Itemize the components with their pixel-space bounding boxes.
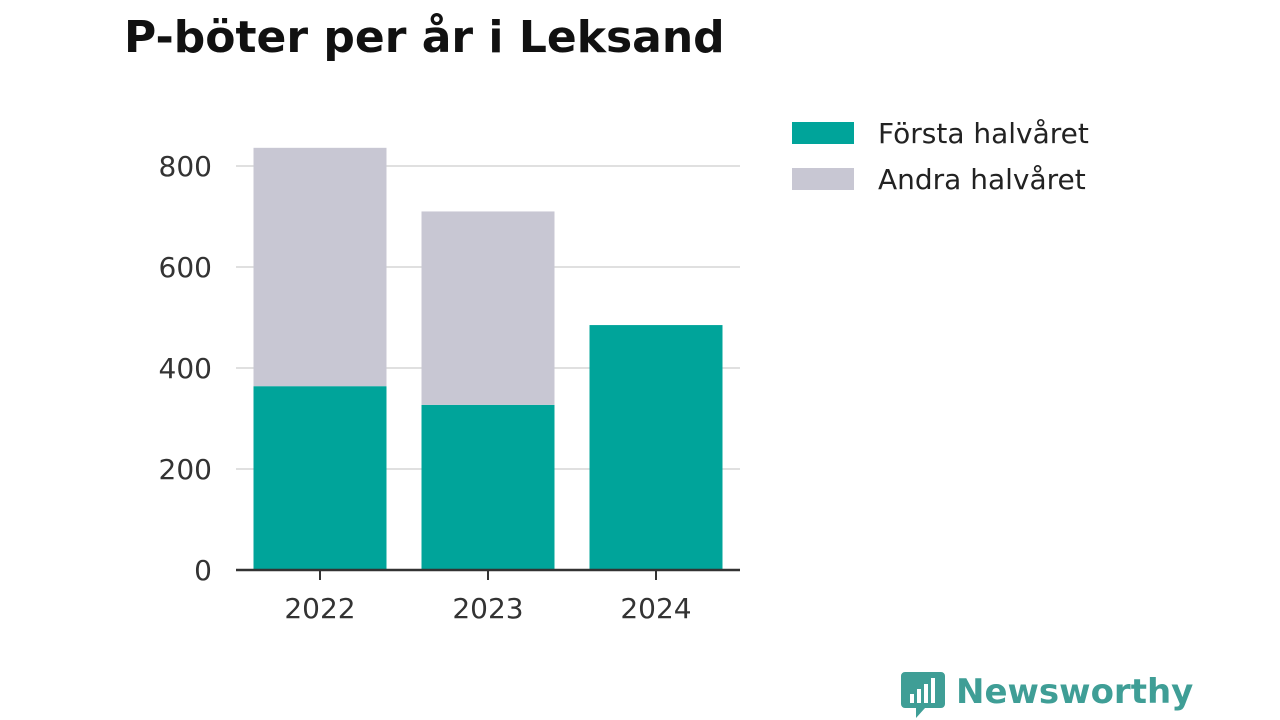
bar-2022-forsta xyxy=(253,386,387,570)
brand-logo: Newsworthy xyxy=(901,672,1193,718)
newsworthy-logo-icon xyxy=(901,672,945,718)
y-tick-label: 200 xyxy=(159,453,212,486)
brand-name: Newsworthy xyxy=(956,672,1193,712)
axes: 0 200 400 600 800 2022 2023 2024 xyxy=(159,150,740,625)
chart-title: P-böter per år i Leksand xyxy=(124,12,725,63)
legend-swatch-andra xyxy=(792,168,854,190)
y-tick-label: 400 xyxy=(159,352,212,385)
y-tick-label: 800 xyxy=(159,150,212,183)
x-tick-label: 2022 xyxy=(284,592,355,625)
bar-2023-andra xyxy=(421,211,555,405)
bar-2023-forsta xyxy=(421,404,555,570)
y-tick-label: 600 xyxy=(159,251,212,284)
legend-label-andra: Andra halvåret xyxy=(878,163,1086,196)
x-tick-label: 2023 xyxy=(452,592,523,625)
legend-label-forsta: Första halvåret xyxy=(878,117,1089,150)
legend: Första halvåret Andra halvåret xyxy=(792,117,1089,196)
bar-2024-forsta xyxy=(589,325,723,570)
bars xyxy=(253,147,723,570)
x-tick-label: 2024 xyxy=(620,592,691,625)
legend-swatch-forsta xyxy=(792,122,854,144)
y-tick-label: 0 xyxy=(194,554,212,587)
bar-2022-andra xyxy=(253,147,387,387)
